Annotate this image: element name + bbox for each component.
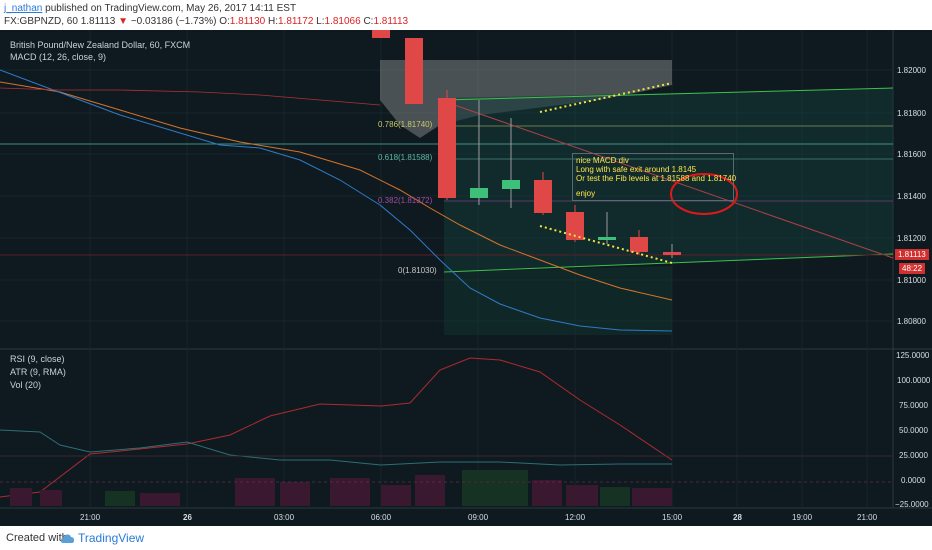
time-tick: 12:00 [565, 513, 586, 522]
author-link[interactable]: j_nathan [4, 3, 43, 14]
created-with-text: Created with [6, 532, 68, 544]
time-tick: 26 [183, 513, 192, 522]
publish-header: j_nathan published on TradingView.com, M… [0, 0, 932, 30]
rsi-line [0, 357, 673, 498]
open-label: O: [219, 16, 230, 27]
close-label: C: [363, 16, 374, 27]
down-arrow-icon: ▼ [118, 16, 129, 27]
rsi-legend[interactable]: RSI (9, close) [10, 354, 65, 364]
current-price-tag: 1.81113 [895, 249, 929, 260]
low-value: 1.81066 [324, 16, 361, 27]
atr-line [0, 429, 672, 466]
note-line: Or test the Fib levels at 1.81588 and 1.… [576, 174, 737, 183]
candles[interactable] [372, 30, 681, 258]
price-tick: 1.80800 [897, 317, 926, 326]
fib-label-0382: 0.382(1.81372) [378, 196, 433, 205]
fib-label-0786: 0.786(1.81740) [378, 120, 433, 129]
time-tick: 21:00 [857, 513, 878, 522]
projection-region [444, 266, 672, 335]
symbol-info: FX:GBPNZD, 60 1.81113 ▼ −0.03186 (−1.73%… [4, 16, 408, 27]
time-tick: 28 [733, 513, 742, 522]
price-tick: 1.81200 [897, 234, 926, 243]
published-text: published on TradingView.com, May 26, 20… [45, 3, 297, 14]
candle[interactable] [438, 98, 456, 198]
time-tick: 06:00 [371, 513, 392, 522]
time-tick: 03:00 [274, 513, 295, 522]
candle[interactable] [663, 252, 681, 255]
indicator-tick: 50.0000 [899, 426, 928, 435]
note-line: enjoy [576, 189, 596, 198]
atr-legend[interactable]: ATR (9, RMA) [10, 367, 66, 377]
time-tick: 15:00 [662, 513, 683, 522]
target-circle[interactable] [670, 173, 738, 215]
candle[interactable] [598, 237, 616, 240]
time-tick: 19:00 [792, 513, 813, 522]
indicator-tick: 0.0000 [901, 476, 926, 485]
indicator-tick: −25.0000 [895, 500, 929, 509]
candle[interactable] [534, 180, 552, 213]
macd-legend[interactable]: MACD (12, 26, close, 9) [10, 52, 107, 62]
low-label: L: [316, 16, 325, 27]
vol-legend[interactable]: Vol (20) [10, 380, 42, 390]
close-value: 1.81113 [373, 16, 409, 27]
fib-label-0618: 0.618(1.81588) [378, 153, 433, 162]
price-tick: 1.82000 [897, 66, 926, 75]
open-value: 1.81130 [229, 16, 266, 27]
chart-area[interactable]: British Pound/New Zealand Dollar, 60, FX… [0, 30, 932, 526]
price-tick: 1.81600 [897, 150, 926, 159]
price-tick: 1.81000 [897, 276, 926, 285]
macd-signal-line [0, 81, 673, 301]
high-value: 1.81172 [277, 16, 314, 27]
price-change: −0.03186 (−1.73%) [130, 16, 217, 27]
candle[interactable] [630, 237, 648, 252]
price-tick: 1.81800 [897, 109, 926, 118]
trendline-down[interactable] [439, 99, 894, 259]
candle[interactable] [405, 38, 423, 104]
candle[interactable] [502, 180, 520, 189]
tradingview-logo-text[interactable]: TradingView [78, 531, 145, 545]
channel-top[interactable] [443, 87, 894, 101]
indicator-tick: 125.0000 [896, 351, 930, 360]
candle[interactable] [372, 30, 390, 38]
indicator-tick: 25.0000 [899, 451, 928, 460]
indicator-tick: 75.0000 [899, 401, 928, 410]
footer-bar: Created with TradingView [0, 526, 932, 550]
time-tick: 09:00 [468, 513, 489, 522]
text-note[interactable]: nice MACD div Long with safe exit around… [572, 153, 737, 201]
ma-line [0, 87, 381, 106]
fib-label-0: 0(1.81030) [398, 266, 437, 275]
candle[interactable] [566, 212, 584, 240]
macd-line [0, 69, 673, 332]
high-label: H: [267, 16, 278, 27]
publish-info: j_nathan published on TradingView.com, M… [4, 3, 296, 14]
chart-canvas[interactable] [0, 30, 932, 526]
candle[interactable] [470, 188, 488, 198]
note-line: nice MACD div [576, 156, 629, 165]
symbol-label: FX:GBPNZD, 60 [4, 16, 78, 27]
countdown-tag: 48:22 [899, 263, 926, 274]
indicator-tick: 100.0000 [897, 376, 931, 385]
last-price: 1.81113 [80, 16, 116, 27]
channel-bottom[interactable] [443, 253, 894, 273]
pane-title: British Pound/New Zealand Dollar, 60, FX… [10, 40, 191, 50]
price-tick: 1.81400 [897, 192, 926, 201]
tradingview-cloud-icon [60, 534, 75, 543]
time-tick: 21:00 [80, 513, 101, 522]
volume-bars [10, 470, 672, 506]
note-line: Long with safe exit around 1.8145 [576, 165, 697, 174]
